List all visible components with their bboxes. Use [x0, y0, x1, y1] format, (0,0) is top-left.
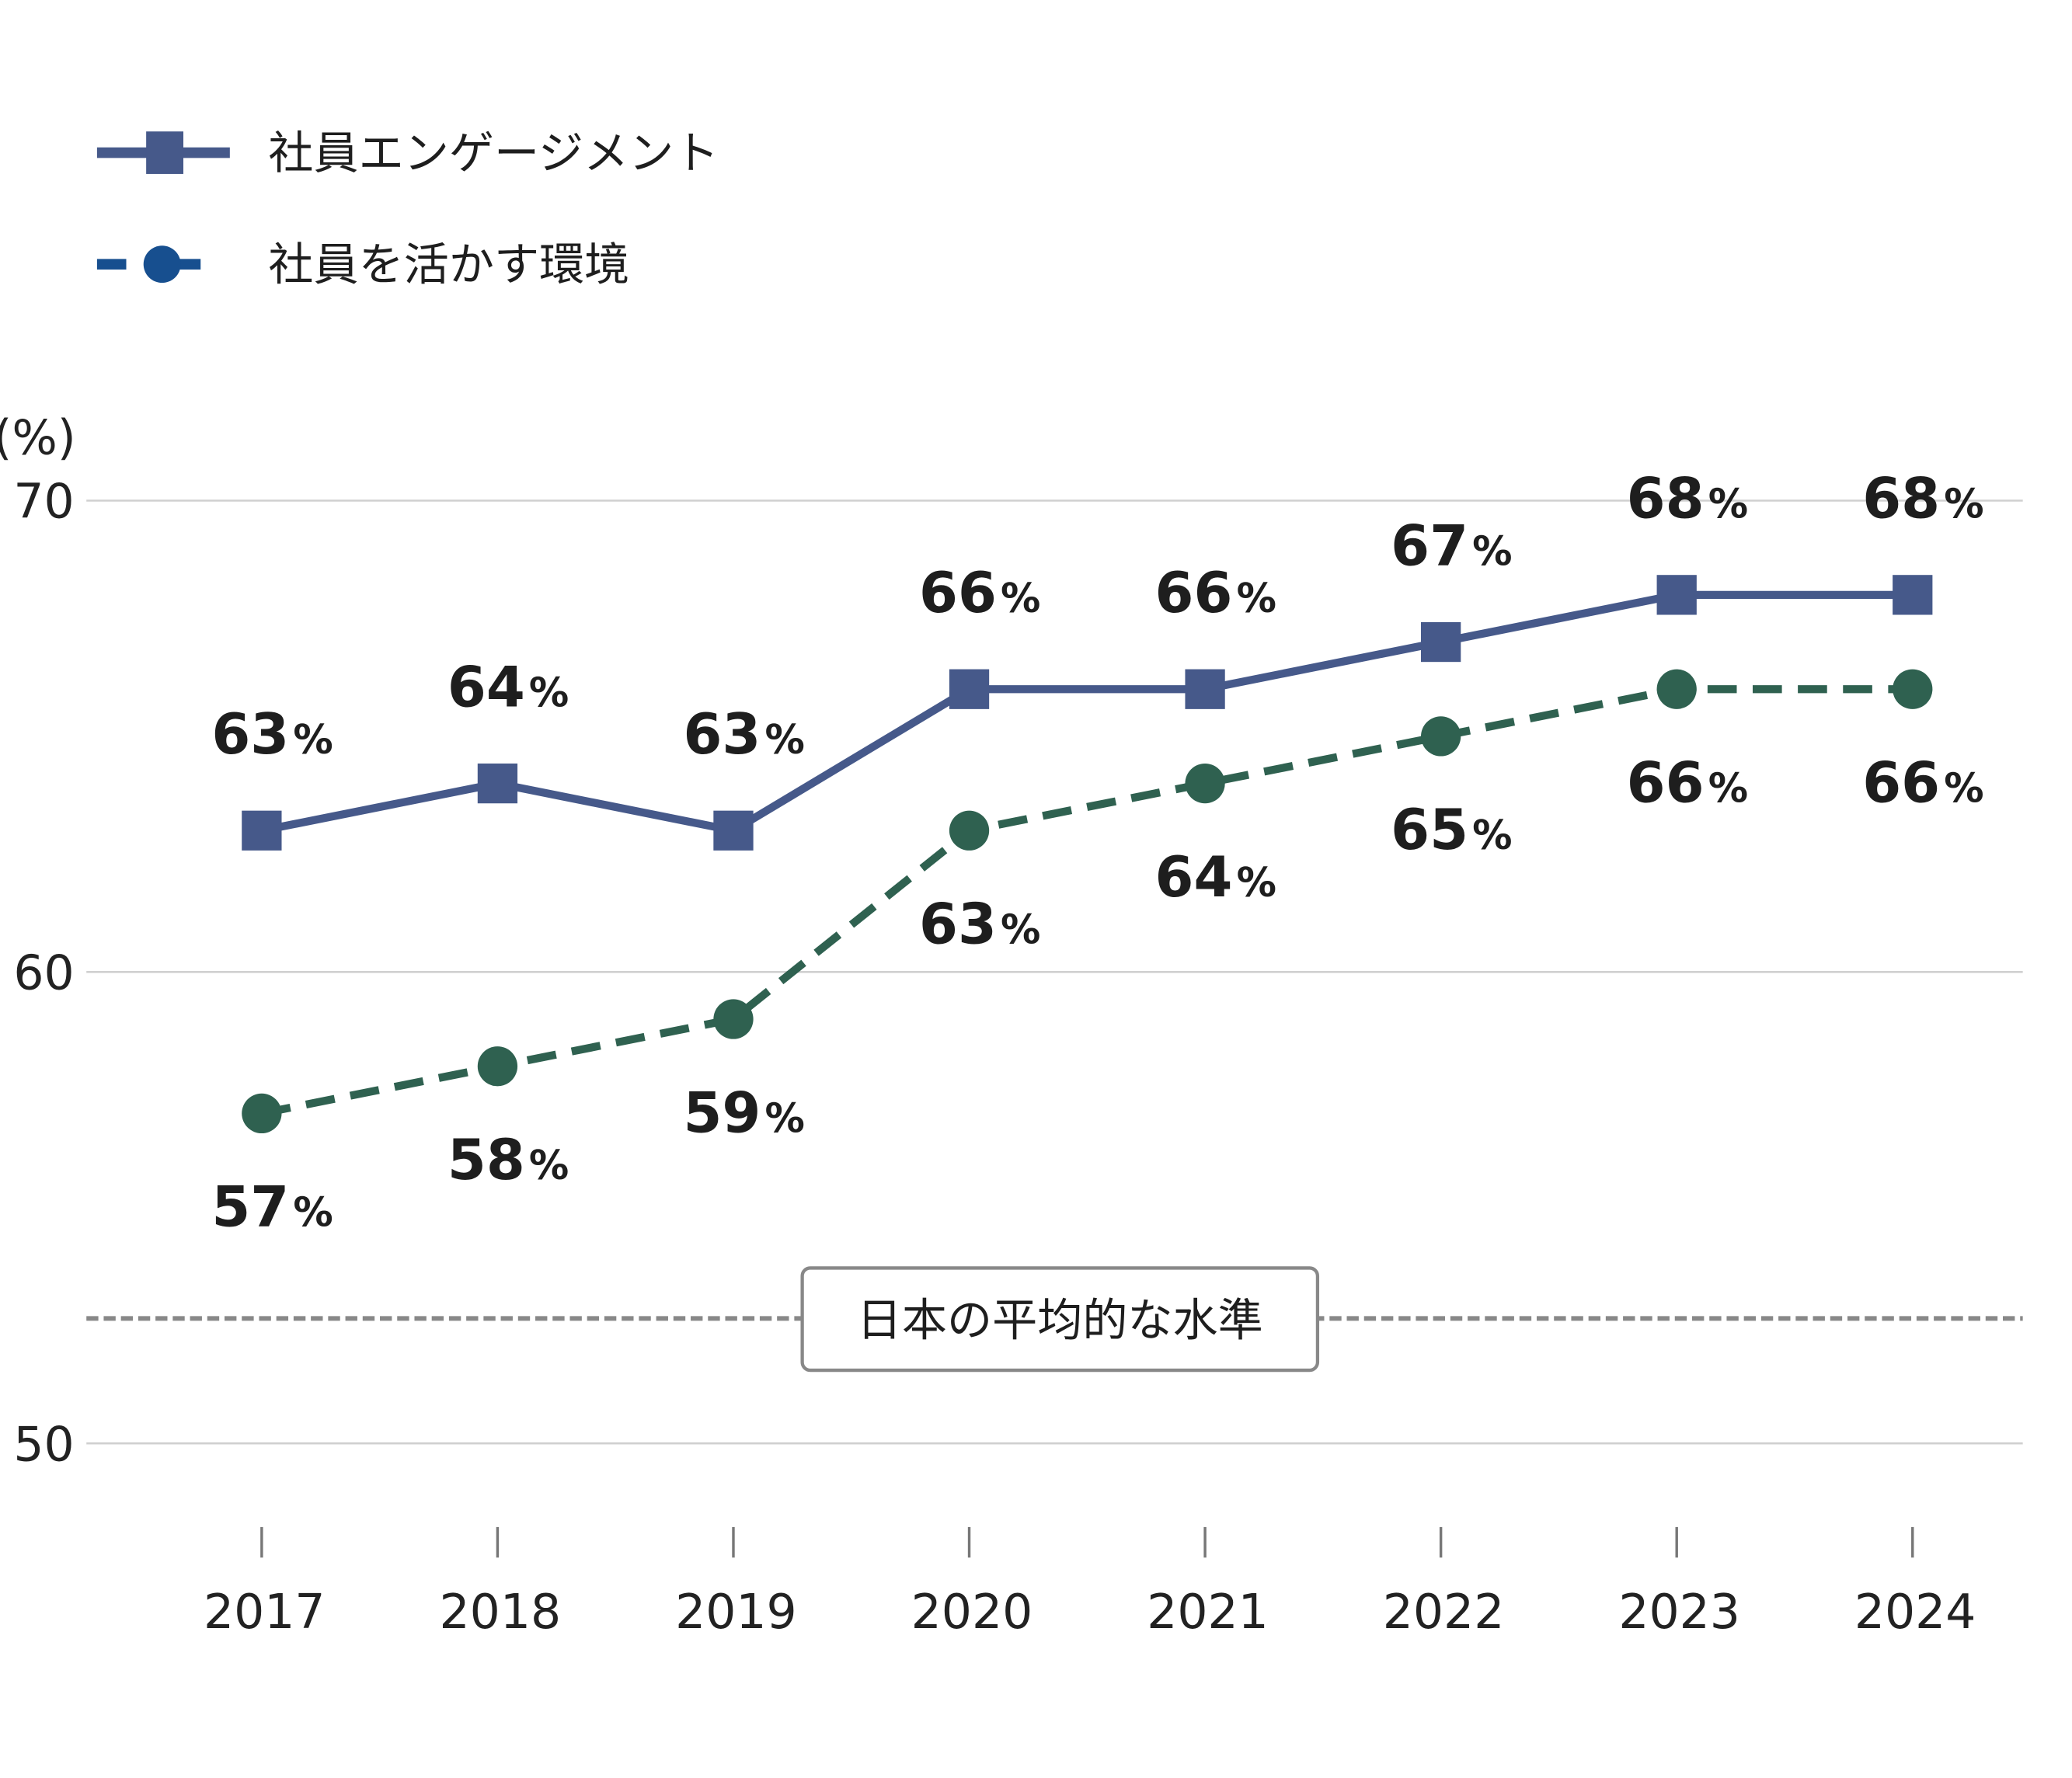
data-point-square [1421, 621, 1461, 663]
reference-label-box [800, 1266, 1320, 1373]
data-label: 67% [1391, 513, 1512, 578]
y-tick-label: 70 [13, 474, 74, 530]
data-labels: 57 % 58 % 59 % 63 % 64 % 65 % 66% 66 % 63 % 64 % 63 % 66% 66 % 6… [211, 466, 1983, 1240]
data-label: 63% [919, 892, 1040, 957]
gridlines: 50 60 70 [13, 474, 2023, 1472]
data-point-square [1185, 669, 1225, 709]
data-point-circle [713, 999, 754, 1039]
data-point-square [1893, 575, 1933, 615]
legend-marker-square [146, 131, 184, 174]
reference-label: 日本の平均的な水準 [857, 1294, 1263, 1347]
data-label: 66% [1155, 560, 1276, 625]
x-tick-label: 2018 [440, 1584, 562, 1640]
data-label: 68% [1862, 466, 1983, 531]
x-axis: 2017 2018 2019 2020 2021 2022 2023 2024 [204, 1526, 1976, 1640]
x-tick-label: 2023 [1618, 1584, 1740, 1640]
data-label: 64% [447, 654, 569, 719]
data-point-square [1656, 575, 1697, 615]
data-label: 64% [1155, 844, 1276, 910]
data-point-square [477, 763, 518, 804]
data-label: 58% [447, 1127, 569, 1192]
x-tick-label: 2020 [911, 1584, 1033, 1640]
x-tick-label: 2024 [1854, 1584, 1976, 1640]
data-point-circle [1656, 669, 1697, 709]
x-tick-label: 2022 [1383, 1584, 1505, 1640]
x-tick-label: 2021 [1147, 1584, 1269, 1640]
data-point-circle [949, 810, 990, 851]
data-point-circle [242, 1093, 282, 1134]
y-tick-label: 60 [13, 945, 74, 1001]
legend-marker-circle [143, 245, 181, 284]
data-label: 66% [919, 560, 1040, 625]
data-point-circle [1893, 669, 1933, 709]
data-label: 63% [211, 701, 333, 767]
data-point-circle [1421, 716, 1461, 757]
data-label: 66% [1627, 750, 1748, 816]
data-label: 66% [1862, 750, 1983, 816]
legend-label: 社員エンゲージメント [268, 127, 719, 179]
series-group [242, 575, 1933, 1134]
x-tick-label: 2017 [204, 1584, 326, 1640]
data-label: 59% [683, 1080, 804, 1145]
data-label: 63% [683, 701, 804, 767]
y-axis-label: (%) [0, 410, 76, 466]
data-label: 57% [211, 1174, 333, 1240]
data-point-square [242, 810, 282, 851]
data-label: 68% [1627, 466, 1748, 531]
data-point-square [949, 669, 990, 709]
legend-label: 社員を活かす環境 [268, 238, 629, 291]
data-point-square [713, 810, 754, 851]
reference-line: 日本の平均的な水準 [86, 1266, 2023, 1373]
series-line [260, 685, 1913, 1118]
series-line [260, 590, 1913, 835]
data-label: 65% [1391, 797, 1512, 862]
x-tick-label: 2019 [675, 1584, 797, 1640]
data-point-circle [477, 1046, 518, 1087]
data-point-circle [1185, 763, 1225, 804]
y-tick-label: 50 [13, 1416, 74, 1472]
